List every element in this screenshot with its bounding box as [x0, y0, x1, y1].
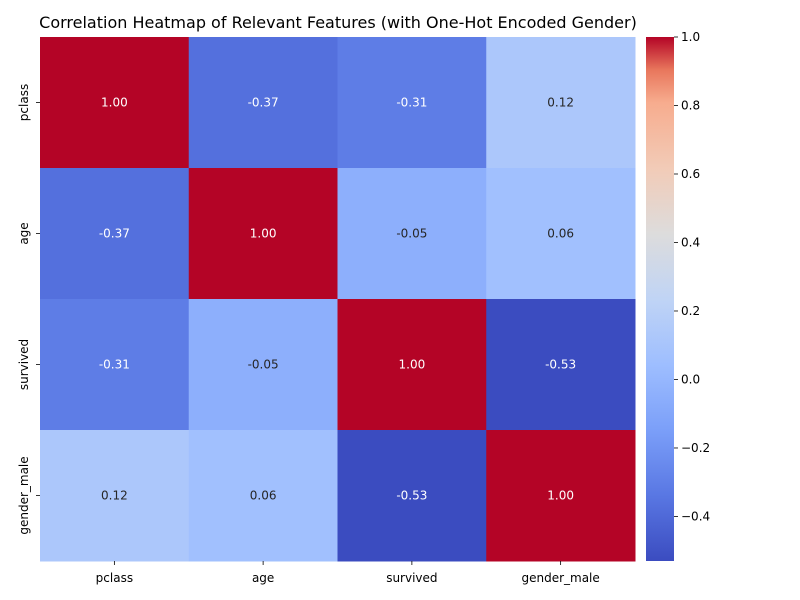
- y-axis-ticks: pclass age survived gender_male: [17, 84, 40, 535]
- heatmap-cells: [40, 37, 636, 562]
- y-tick-label: pclass: [17, 84, 31, 121]
- heatmap-cell: [486, 168, 636, 300]
- cell-value-label: -0.53: [545, 358, 576, 372]
- y-tick-label: age: [17, 222, 31, 244]
- cell-value-label: -0.05: [248, 358, 279, 372]
- cell-value-label: -0.31: [396, 96, 427, 110]
- heatmap-cell: [486, 37, 636, 169]
- colorbar-gradient: [646, 37, 674, 561]
- colorbar-tick-label: −0.4: [681, 509, 710, 523]
- cell-value-label: -0.53: [396, 489, 427, 503]
- cell-value-label: -0.31: [99, 358, 130, 372]
- x-axis-ticks: pclass age survived gender_male: [96, 561, 600, 585]
- heatmap-cell: [188, 299, 338, 431]
- cell-value-label: 0.12: [547, 96, 574, 110]
- heatmap-cell: [188, 37, 338, 169]
- x-tick-label: age: [252, 571, 274, 585]
- cell-value-label: 0.06: [250, 489, 277, 503]
- chart-title: Correlation Heatmap of Relevant Features…: [39, 13, 637, 32]
- heatmap-cell: [337, 37, 487, 169]
- cell-value-label: 1.00: [399, 358, 426, 372]
- heatmap-cell: [486, 299, 636, 431]
- cell-value-label: -0.37: [99, 227, 130, 241]
- x-tick-label: pclass: [96, 571, 133, 585]
- colorbar-tick-label: 0.8: [681, 98, 700, 112]
- colorbar-tick-label: 0.0: [681, 372, 700, 386]
- cell-value-label: 0.12: [101, 489, 128, 503]
- heatmap-cell: [486, 430, 636, 562]
- colorbar: 1.0 0.8 0.6 0.4 0.2 0.0 −0.2 −0.4: [646, 30, 710, 561]
- heatmap-cell: [40, 299, 190, 431]
- y-tick-label: survived: [17, 339, 31, 390]
- colorbar-ticks: 1.0 0.8 0.6 0.4 0.2 0.0 −0.2 −0.4: [674, 30, 710, 523]
- heatmap-cell: [337, 168, 487, 300]
- heatmap-cell: [40, 430, 190, 562]
- cell-value-label: 0.06: [547, 227, 574, 241]
- cell-value-label: 1.00: [101, 96, 128, 110]
- cell-value-label: 1.00: [547, 489, 574, 503]
- heatmap-cell: [40, 37, 190, 169]
- y-tick-label: gender_male: [17, 456, 31, 534]
- colorbar-tick-label: 0.2: [681, 304, 700, 318]
- x-tick-label: survived: [386, 571, 437, 585]
- cell-value-label: 1.00: [250, 227, 277, 241]
- heatmap-cell: [40, 168, 190, 300]
- heatmap-cell: [188, 430, 338, 562]
- heatmap-cell: [337, 430, 487, 562]
- colorbar-tick-label: 0.4: [681, 235, 700, 249]
- cell-value-label: -0.05: [396, 227, 427, 241]
- x-tick-label: gender_male: [521, 571, 599, 585]
- colorbar-tick-label: 1.0: [681, 30, 700, 44]
- colorbar-tick-label: −0.2: [681, 441, 710, 455]
- cell-value-label: -0.37: [248, 96, 279, 110]
- colorbar-tick-label: 0.6: [681, 167, 700, 181]
- heatmap-cell: [188, 168, 338, 300]
- heatmap-cell: [337, 299, 487, 431]
- heatmap-cell-labels: 1.00 -0.37 -0.31 0.12 -0.37 1.00 -0.05 0.06 -0.3…: [99, 96, 576, 503]
